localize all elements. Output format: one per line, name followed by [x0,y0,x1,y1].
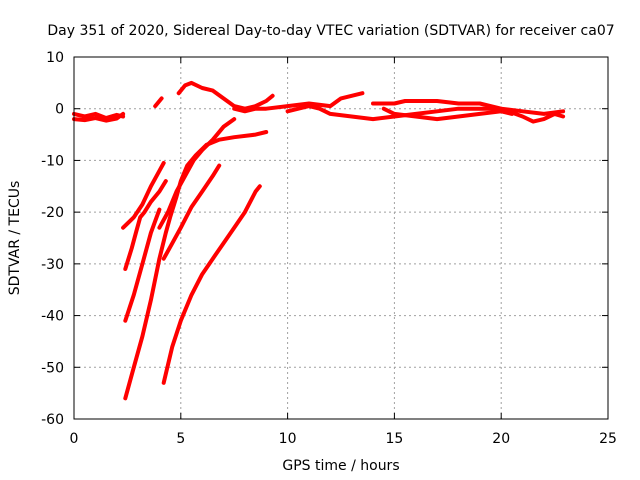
y-axis-label: SDTVAR / TECUs [7,181,23,296]
series-track-k [123,207,162,323]
y-tick-label: -40 [41,309,64,325]
x-axis-label: GPS time / hours [282,458,399,474]
y-tick-label: -30 [41,257,64,273]
series-track-f [285,104,566,124]
y-tick-label: -20 [41,205,64,221]
y-tick-label: 10 [46,50,64,66]
y-tick-label: 0 [55,102,64,118]
series-track-d [176,80,275,111]
series-track-m [161,163,222,261]
series-track-g [371,99,566,116]
x-tick-label: 5 [176,431,185,447]
series-track-h [381,106,514,122]
plot-frame [73,56,609,420]
x-tick-label: 10 [279,431,297,447]
x-tick-label: 15 [385,431,403,447]
chart-title: Day 351 of 2020, Sidereal Day-to-day VTE… [47,23,614,39]
series-track-i [121,161,166,230]
series-track-c [153,96,164,109]
y-tick-label: -10 [41,153,64,169]
series-track-n [157,117,237,230]
x-tick-label: 20 [492,431,510,447]
series-track-b [72,111,126,123]
y-tick-label: -50 [41,360,64,376]
y-tick-label: -60 [41,412,64,428]
series-track-e [232,91,365,114]
series-track-o [161,184,262,385]
axis-ticks: 0 5 10 15 20 25 10 0 -10 -20 -30 -40 -50 -60 [41,50,617,447]
series-group [72,80,566,401]
x-tick-label: 0 [70,431,79,447]
series-track-l [123,130,269,401]
x-tick-label: 25 [599,431,617,447]
series-track-a [72,111,126,120]
series-track-j [123,179,168,271]
